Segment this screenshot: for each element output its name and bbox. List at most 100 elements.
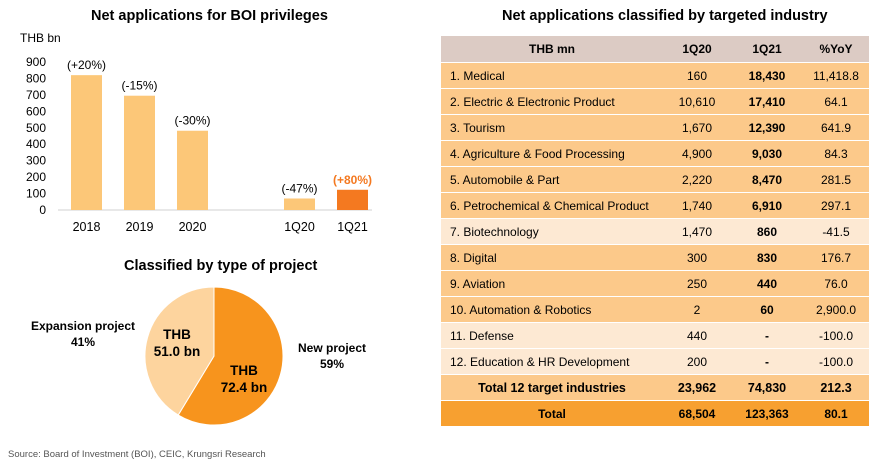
- value-1q20: 160: [663, 62, 731, 89]
- x-tick-label: 2018: [73, 220, 101, 234]
- value-yoy: -41.5: [803, 218, 869, 245]
- industry-name: 12. Education & HR Development: [441, 348, 663, 375]
- value-yoy: 641.9: [803, 114, 869, 141]
- pie-value-label-expansion: 51.0 bn: [154, 344, 201, 359]
- value-1q21: 60: [731, 296, 803, 323]
- table-row: 4. Agriculture & Food Processing 4,900 9,0…: [441, 140, 869, 167]
- x-tick-label: 2019: [126, 220, 154, 234]
- pie-percent-expansion: 41%: [71, 335, 95, 349]
- table-row: 3. Tourism 1,670 12,390 641.9: [441, 114, 869, 141]
- value-1q20: 250: [663, 270, 731, 297]
- value-1q20: 1,740: [663, 192, 731, 219]
- industry-name: 10. Automation & Robotics: [441, 296, 663, 323]
- value-1q21: 860: [731, 218, 803, 245]
- value-1q20: 440: [663, 322, 731, 349]
- header-1q20: 1Q20: [663, 36, 731, 63]
- bar-annotation: (+80%): [333, 173, 372, 187]
- value-yoy: 11,418.8: [803, 62, 869, 89]
- pie-value-label-new: 72.4 bn: [221, 380, 268, 395]
- value-1q21: 440: [731, 270, 803, 297]
- bar-2018: [71, 75, 102, 211]
- value-1q20: 200: [663, 348, 731, 375]
- table-row: 1. Medical 160 18,430 11,418.8: [441, 62, 869, 89]
- industry-name: 8. Digital: [441, 244, 663, 271]
- value-1q20: 10,610: [663, 88, 731, 115]
- bar-2020: [177, 130, 208, 210]
- table-header-row: THB mn 1Q20 1Q21 %YoY: [441, 36, 869, 63]
- bar-1Q20: [284, 198, 315, 210]
- y-tick-label: 300: [26, 154, 46, 168]
- industry-name: 5. Automobile & Part: [441, 166, 663, 193]
- industry-name: 11. Defense: [441, 322, 663, 349]
- value-yoy: 76.0: [803, 270, 869, 297]
- table-title: Net applications classified by targeted …: [502, 8, 828, 24]
- header-yoy: %YoY: [803, 36, 869, 63]
- value-1q21: -: [731, 348, 803, 375]
- bar-1Q21: [337, 189, 368, 210]
- y-tick-label: 800: [26, 71, 46, 85]
- source-note: Source: Board of Investment (BOI), CEIC,…: [8, 449, 266, 460]
- industry-name: Total 12 target industries: [441, 374, 663, 401]
- header-thb-mn: THB mn: [441, 36, 663, 63]
- pie-value-label-expansion: THB: [163, 327, 191, 342]
- value-1q21: 17,410: [731, 88, 803, 115]
- table-row: 2. Electric & Electronic Product 10,610 17…: [441, 88, 869, 115]
- total-row: Total 68,504 123,363 80.1: [441, 400, 869, 427]
- value-yoy: 281.5: [803, 166, 869, 193]
- y-tick-label: 500: [26, 121, 46, 135]
- value-1q20: 4,900: [663, 140, 731, 167]
- value-1q20: 2,220: [663, 166, 731, 193]
- value-1q21: 18,430: [731, 62, 803, 89]
- bar-chart-title: Net applications for BOI privileges: [91, 8, 328, 24]
- x-tick-label: 1Q21: [337, 220, 368, 234]
- value-1q21: 123,363: [731, 400, 803, 427]
- table-row: 12. Education & HR Development 200- -100.0: [441, 348, 869, 375]
- pie-name-expansion: Expansion project: [31, 319, 135, 333]
- pie-slice-new-project: [177, 286, 284, 426]
- bar-annotation: (-47%): [281, 181, 317, 195]
- value-1q21: 9,030: [731, 140, 803, 167]
- value-yoy: 176.7: [803, 244, 869, 271]
- x-tick-label: 1Q20: [284, 220, 315, 234]
- value-1q20: 1,470: [663, 218, 731, 245]
- value-1q21: -: [731, 322, 803, 349]
- header-1q21: 1Q21: [731, 36, 803, 63]
- table-row: 5. Automobile & Part 2,220 8,470 281.5: [441, 166, 869, 193]
- value-1q21: 8,470: [731, 166, 803, 193]
- value-1q20: 1,670: [663, 114, 731, 141]
- total-12-row: Total 12 target industries 23,962 74,830 21…: [441, 374, 869, 401]
- y-tick-label: 700: [26, 88, 46, 102]
- industry-name: 9. Aviation: [441, 270, 663, 297]
- value-1q20: 23,962: [663, 374, 731, 401]
- industry-name: 6. Petrochemical & Chemical Product: [441, 192, 663, 219]
- value-1q20: 2: [663, 296, 731, 323]
- bar-2019: [124, 95, 155, 210]
- value-1q21: 74,830: [731, 374, 803, 401]
- value-1q21: 6,910: [731, 192, 803, 219]
- pie-percent-new: 59%: [320, 357, 344, 371]
- value-yoy: -100.0: [803, 348, 869, 375]
- industry-name: 1. Medical: [441, 62, 663, 89]
- y-tick-label: 100: [26, 187, 46, 201]
- table-row: 9. Aviation 250 440 76.0: [441, 270, 869, 297]
- value-1q20: 68,504: [663, 400, 731, 427]
- value-yoy: 2,900.0: [803, 296, 869, 323]
- charts-canvas: THB bn 0 100 200 300 400 500 600 700 800 900 (+20%)…: [20, 31, 372, 426]
- bar-annotation: (+20%): [67, 58, 106, 72]
- y-tick-label: 400: [26, 137, 46, 151]
- table-row: 6. Petrochemical & Chemical Product 1,740…: [441, 192, 869, 219]
- y-tick-label: 0: [39, 203, 46, 217]
- value-yoy: 212.3: [803, 374, 869, 401]
- value-1q21: 830: [731, 244, 803, 271]
- industry-name: 4. Agriculture & Food Processing: [441, 140, 663, 167]
- x-tick-label: 2020: [179, 220, 207, 234]
- industry-name: Total: [441, 400, 663, 427]
- pie-chart-title: Classified by type of project: [124, 258, 318, 274]
- industry-name: 2. Electric & Electronic Product: [441, 88, 663, 115]
- value-1q20: 300: [663, 244, 731, 271]
- y-tick-label: 200: [26, 170, 46, 184]
- value-yoy: 84.3: [803, 140, 869, 167]
- table-row: 7. Biotechnology 1,470 860 -41.5: [441, 218, 869, 245]
- bar-annotation: (-15%): [121, 79, 157, 93]
- industry-name: 7. Biotechnology: [441, 218, 663, 245]
